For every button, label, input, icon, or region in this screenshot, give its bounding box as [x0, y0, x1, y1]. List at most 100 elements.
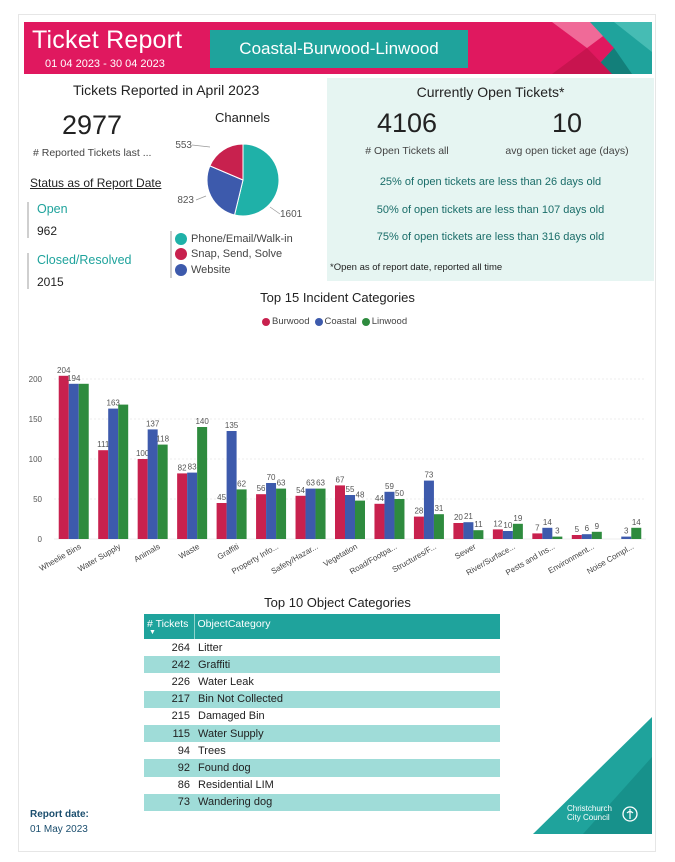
- bar-coastal[interactable]: [147, 429, 158, 539]
- bar-burwood[interactable]: [413, 516, 424, 539]
- bar-linwood[interactable]: [355, 500, 365, 539]
- incident-chart-title: Top 15 Incident Categories: [260, 290, 415, 305]
- column-header-category[interactable]: ObjectCategory: [194, 614, 500, 639]
- bar-data-label: 3: [555, 527, 560, 536]
- bar-coastal[interactable]: [581, 534, 592, 539]
- legend-label-phone: Phone/Email/Walk-in: [191, 232, 293, 245]
- bar-burwood[interactable]: [137, 459, 148, 539]
- status-heading: Status as of Report Date: [30, 176, 162, 190]
- bar-data-label: 63: [306, 479, 315, 488]
- category-cell: Water Leak: [198, 675, 254, 688]
- y-tick-label: 100: [29, 455, 43, 464]
- bar-linwood[interactable]: [78, 383, 89, 539]
- pie-slice[interactable]: [206, 165, 244, 216]
- pie-data-label: 823: [177, 195, 194, 206]
- pie-data-label: 553: [175, 140, 192, 151]
- bar-coastal[interactable]: [502, 531, 513, 539]
- legend-item-website[interactable]: Website: [175, 262, 320, 278]
- bar-data-label: 10: [503, 521, 512, 530]
- bar-coastal[interactable]: [463, 522, 474, 539]
- legend-item-snap[interactable]: Snap, Send, Solve: [175, 247, 320, 263]
- bar-linwood[interactable]: [315, 488, 326, 539]
- legend-swatch-website: [175, 263, 187, 276]
- status-closed-label: Closed/Resolved: [37, 253, 132, 267]
- bar-linwood[interactable]: [591, 531, 602, 539]
- bar-linwood[interactable]: [276, 488, 287, 539]
- bar-coastal[interactable]: [68, 383, 79, 539]
- bar-coastal[interactable]: [305, 488, 316, 539]
- bar-linwood[interactable]: [512, 523, 523, 539]
- bar-burwood[interactable]: [295, 495, 306, 539]
- bar-burwood[interactable]: [492, 529, 503, 539]
- x-category-label: Water Supply: [76, 542, 122, 574]
- bar-linwood[interactable]: [473, 530, 484, 539]
- tickets-cell: 264: [171, 641, 190, 654]
- pie-slice[interactable]: [233, 143, 280, 217]
- category-cell: Water Supply: [194, 724, 500, 743]
- bar-burwood[interactable]: [256, 494, 267, 539]
- status-closed-card: Closed/Resolved 2015: [27, 253, 132, 289]
- bar-burwood[interactable]: [335, 485, 345, 539]
- bar-burwood[interactable]: [571, 535, 582, 539]
- bar-linwood[interactable]: [433, 514, 444, 539]
- bar-coastal[interactable]: [542, 527, 553, 539]
- bar-linwood[interactable]: [197, 427, 208, 539]
- tickets-cell: 217: [144, 690, 194, 708]
- bar-data-label: 83: [188, 463, 197, 472]
- logo-line-1: Christchurch: [567, 804, 612, 813]
- x-category-label: Wheelie Bins: [38, 542, 83, 573]
- pie-slice[interactable]: [209, 143, 244, 181]
- bar-linwood[interactable]: [394, 499, 405, 539]
- bar-coastal[interactable]: [621, 536, 632, 539]
- bar-data-label: 9: [595, 522, 600, 531]
- bar-linwood[interactable]: [157, 444, 168, 539]
- bar-data-label: 63: [277, 479, 286, 488]
- reported-section-title: Tickets Reported in April 2023: [73, 82, 260, 98]
- bar-coastal[interactable]: [384, 491, 395, 539]
- legend-label-linwood: Linwood: [371, 316, 408, 327]
- bar-linwood[interactable]: [118, 404, 129, 539]
- status-open-label: Open: [37, 202, 68, 216]
- bar-data-label: 20: [454, 513, 463, 522]
- table-row: 242 Graffiti: [144, 656, 500, 674]
- table-row: 92 Found dog: [144, 759, 500, 777]
- bar-coastal[interactable]: [345, 495, 355, 539]
- legend-item-linwood[interactable]: Linwood: [361, 316, 408, 327]
- bar-burwood[interactable]: [216, 503, 227, 539]
- legend-item-burwood[interactable]: Burwood: [262, 316, 310, 327]
- channels-pie-chart: 1601 553 823: [175, 140, 303, 220]
- channels-legend: Phone/Email/Walk-in Snap, Send, Solve We…: [170, 231, 320, 278]
- bar-data-label: 7: [535, 523, 540, 532]
- pie-data-label: 1601: [280, 209, 303, 220]
- bar-coastal[interactable]: [423, 480, 434, 539]
- bar-linwood[interactable]: [631, 527, 642, 539]
- bar-burwood[interactable]: [453, 523, 464, 539]
- bar-burwood[interactable]: [98, 450, 109, 539]
- bar-linwood[interactable]: [552, 536, 563, 539]
- x-category-label: Structures/F...: [391, 542, 438, 574]
- bar-burwood[interactable]: [532, 533, 543, 539]
- bar-coastal[interactable]: [266, 483, 277, 539]
- tickets-cell: 92: [144, 759, 194, 777]
- bar-data-label: 11: [474, 520, 483, 529]
- legend-swatch-phone: [175, 232, 187, 245]
- bar-data-label: 6: [585, 524, 590, 533]
- bar-burwood[interactable]: [374, 503, 385, 539]
- open-tickets-panel: Currently Open Tickets* 4106 # Open Tick…: [327, 78, 654, 281]
- bar-data-label: 19: [513, 514, 522, 523]
- y-tick-label: 150: [29, 415, 43, 424]
- tickets-cell: 86: [177, 779, 190, 792]
- legend-item-phone[interactable]: Phone/Email/Walk-in: [175, 231, 320, 247]
- bar-burwood[interactable]: [58, 375, 69, 539]
- object-categories-table: # Tickets ▼ ObjectCategory 264 Litter 242…: [144, 614, 500, 811]
- bar-burwood[interactable]: [177, 473, 188, 539]
- legend-item-coastal[interactable]: Coastal: [314, 316, 357, 327]
- sort-descending-icon: ▼: [149, 629, 156, 636]
- bar-linwood[interactable]: [236, 489, 247, 539]
- bar-coastal[interactable]: [226, 431, 237, 539]
- bar-coastal[interactable]: [108, 408, 119, 539]
- bar-data-label: 63: [316, 479, 325, 488]
- column-header-tickets[interactable]: # Tickets ▼: [144, 614, 195, 639]
- legend-swatch-linwood: [361, 317, 370, 326]
- bar-coastal[interactable]: [187, 472, 198, 539]
